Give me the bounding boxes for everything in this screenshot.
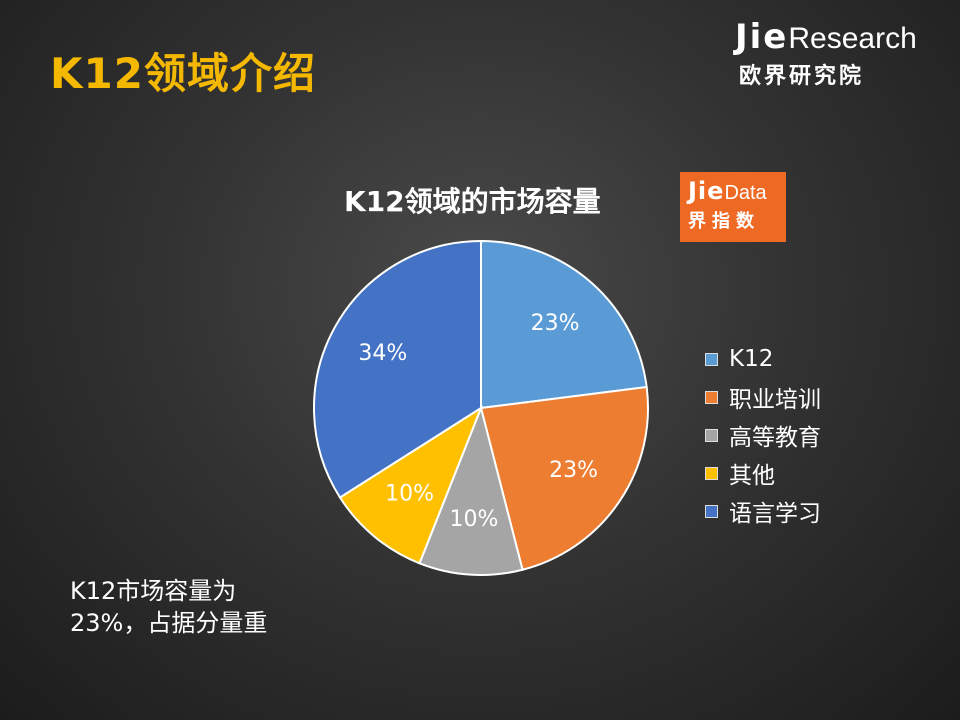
pie-slice-label: 23%	[531, 311, 580, 336]
legend-swatch	[705, 504, 718, 518]
chart-legend: K12 职业培训高等教育其他语言学习	[705, 340, 821, 530]
brand-research: Research	[788, 22, 917, 55]
pie-slice	[418, 404, 524, 576]
pie-slice-label: 10%	[385, 481, 434, 506]
pie-slice-label: 34%	[358, 341, 407, 366]
pie-slice	[479, 385, 649, 571]
legend-label: 高等教育	[729, 425, 821, 451]
legend-label: 语言学习	[729, 501, 821, 527]
note-text: K12市场容量为 23%，占据分量重	[70, 575, 267, 639]
pie-slice-label: 10%	[450, 507, 499, 532]
legend-item: 高等教育	[705, 416, 821, 454]
legend-item: 职业培训	[705, 378, 821, 416]
note-line-1: K12市场容量为	[70, 577, 237, 605]
note-line-2: 23%，占据分量重	[70, 609, 268, 637]
chart-title: K12领域的市场容量	[344, 185, 601, 218]
pie-slice	[313, 239, 482, 499]
jieresearch-brand: JieResearch 欧界研究院	[735, 18, 945, 90]
logo-data: Data	[724, 182, 767, 204]
legend-item: K12	[705, 340, 821, 378]
legend-swatch	[705, 390, 718, 404]
legend-label: 其他	[729, 463, 775, 489]
pie-slice	[338, 405, 484, 565]
legend-swatch	[705, 428, 718, 442]
brand-subtitle: 欧界研究院	[739, 64, 865, 89]
legend-item: 其他	[705, 454, 821, 492]
logo-subtitle: 界指数	[688, 211, 760, 232]
legend-item: 语言学习	[705, 492, 821, 530]
pie-slice-label: 23%	[549, 458, 598, 483]
brand-jie: Jie	[735, 17, 789, 57]
legend-label: K12	[729, 346, 774, 372]
logo-jie: Jie	[688, 177, 725, 205]
slide-title: K12领域介绍	[50, 49, 316, 98]
legend-label: 职业培训	[729, 387, 821, 413]
pie-slice	[480, 239, 648, 410]
legend-swatch	[705, 352, 718, 366]
jiedata-logo: JieData 界指数	[680, 172, 786, 242]
legend-swatch	[705, 466, 718, 480]
